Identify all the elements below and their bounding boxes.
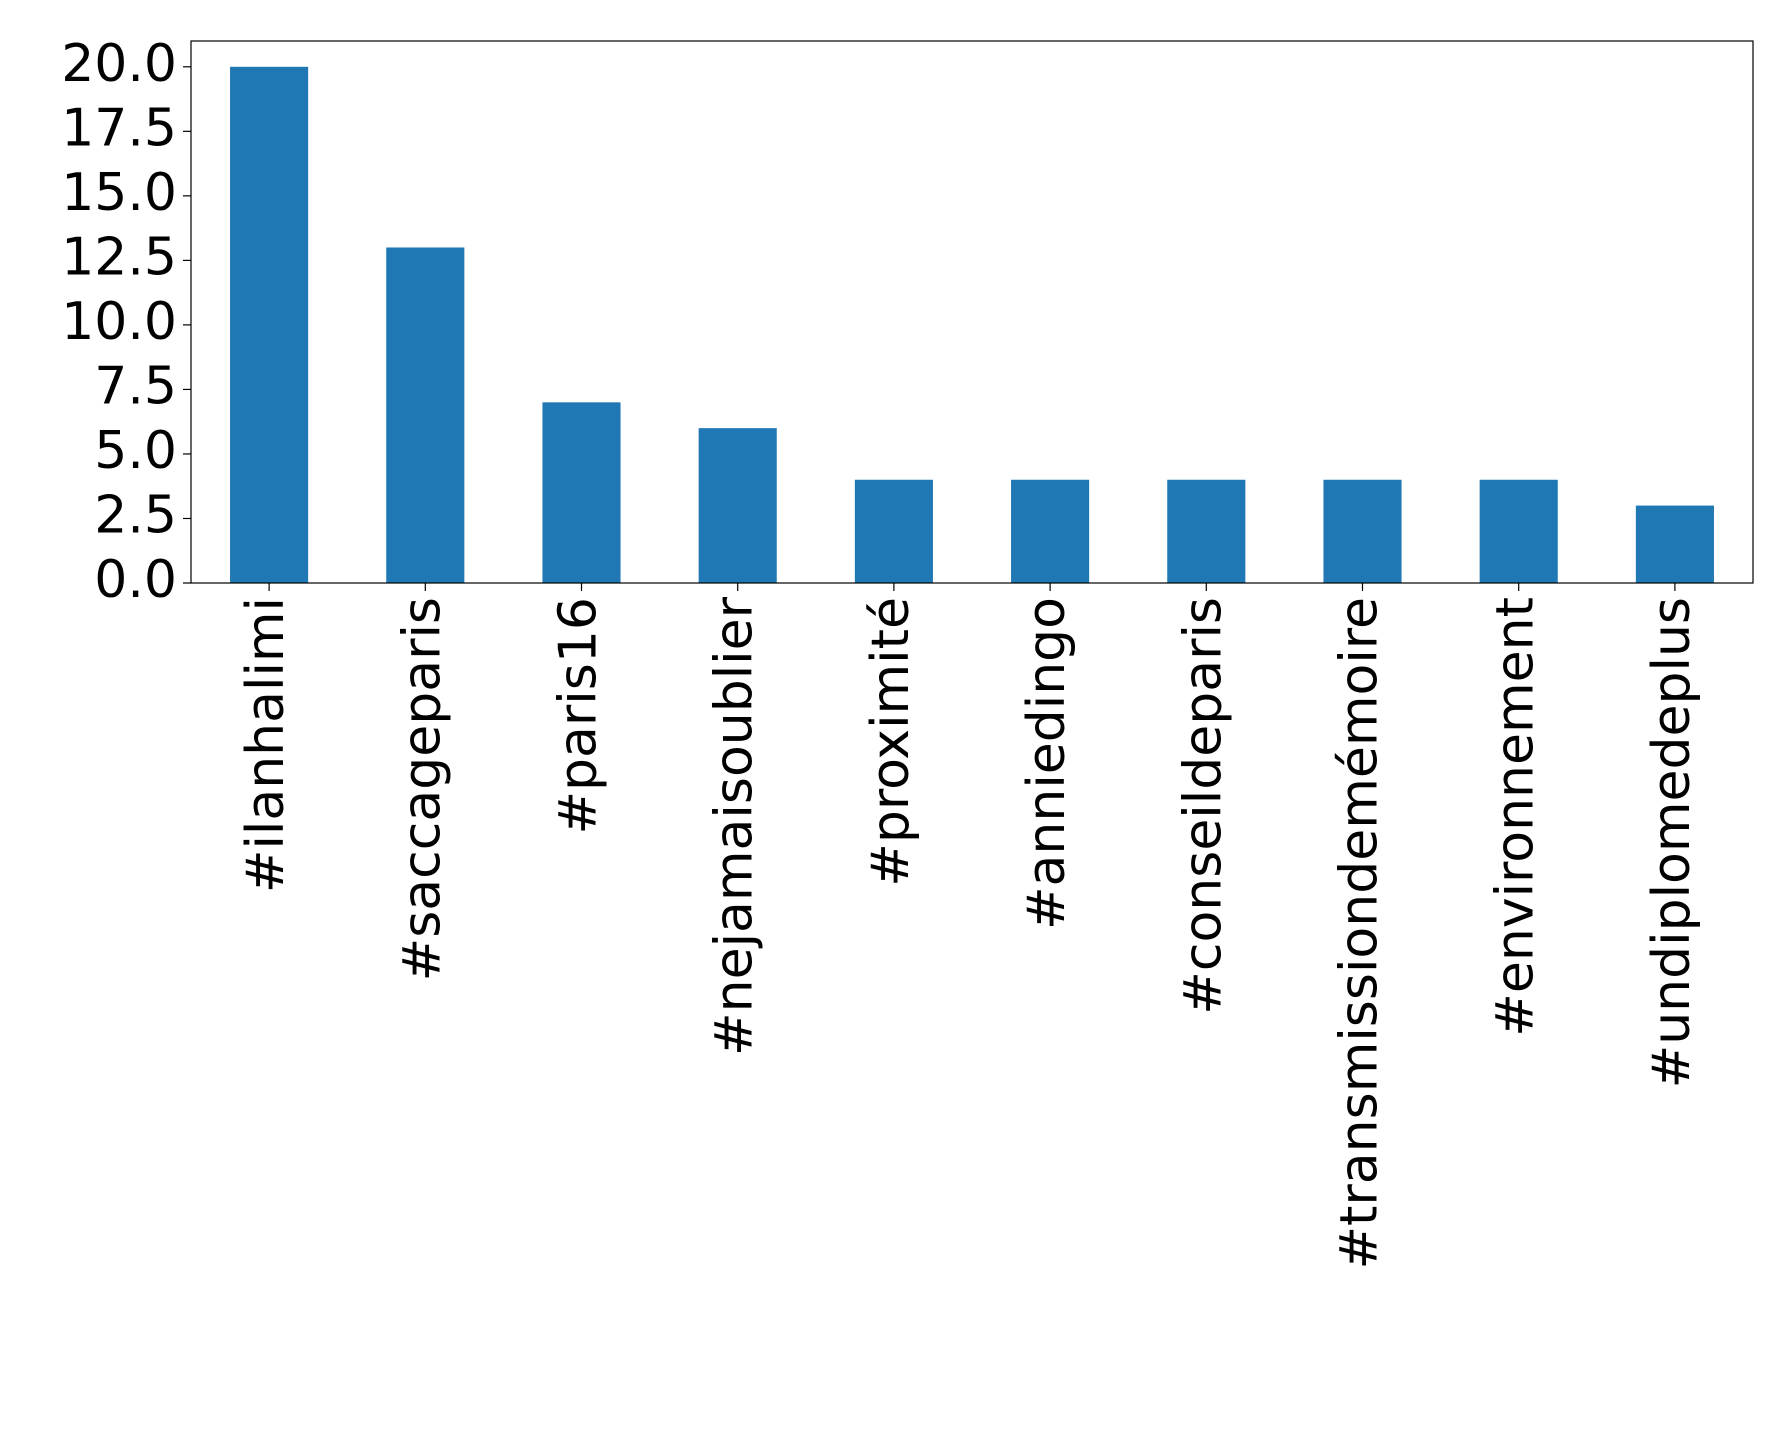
x-tick-label: #environnement xyxy=(1486,597,1546,1037)
x-tick-label: #paris16 xyxy=(549,597,609,835)
x-tick-label: #saccageparis xyxy=(392,597,452,981)
axes-frame xyxy=(190,40,1754,584)
bar xyxy=(230,66,309,584)
y-tick-label: 7.5 xyxy=(94,356,177,416)
bar xyxy=(854,479,933,583)
x-tick-label: #undiplomedeplus xyxy=(1642,597,1702,1088)
bar xyxy=(542,402,621,583)
y-tick-label: 2.5 xyxy=(94,485,177,545)
y-tick-label: 5.0 xyxy=(94,421,177,481)
y-tick-label: 10.0 xyxy=(61,292,177,352)
bar xyxy=(1635,505,1714,583)
bar xyxy=(386,247,465,583)
x-tick-label: #conseildeparis xyxy=(1173,597,1233,1015)
y-tick-label: 15.0 xyxy=(61,163,177,223)
y-tick-label: 12.5 xyxy=(61,227,177,287)
y-tick-label: 0.0 xyxy=(94,550,177,610)
x-tick-label: #nejamaisoublier xyxy=(705,596,765,1056)
x-tick-label: #ilanhalimi xyxy=(236,597,296,893)
bar xyxy=(1323,479,1402,583)
bar xyxy=(1167,479,1246,583)
bar xyxy=(698,428,777,583)
bar xyxy=(1479,479,1558,583)
y-tick-label: 20.0 xyxy=(61,34,177,94)
y-tick-label: 17.5 xyxy=(61,98,177,158)
x-tick-label: #anniedingo xyxy=(1017,597,1077,930)
x-tick-label: #transmissiondemémoire xyxy=(1330,597,1390,1270)
x-tick-label: #proximité xyxy=(861,597,921,887)
bar xyxy=(1011,479,1090,583)
